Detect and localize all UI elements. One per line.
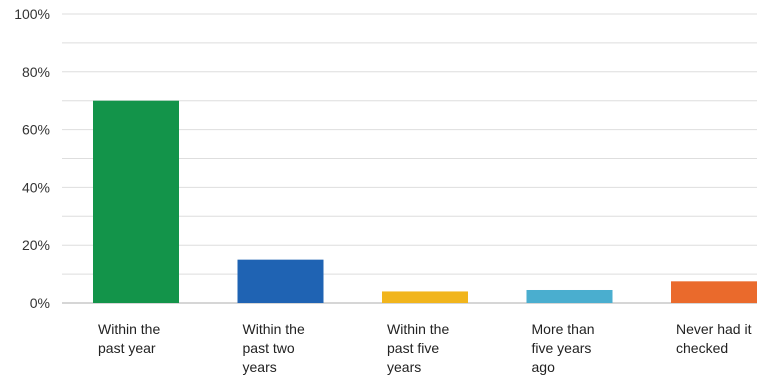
bar bbox=[237, 259, 324, 303]
category-labels: Within the past year Within the past two yea… bbox=[98, 321, 752, 375]
bar bbox=[382, 291, 468, 303]
y-tick-label: 80% bbox=[22, 64, 50, 80]
y-axis-tick-labels: 0% 20% 40% 60% 80% 100% bbox=[14, 6, 50, 311]
y-tick-label: 100% bbox=[14, 6, 50, 22]
bar bbox=[671, 281, 757, 303]
category-label: Within the past two years bbox=[243, 321, 305, 375]
bar bbox=[93, 100, 179, 303]
category-label: Within the past year bbox=[98, 321, 160, 356]
y-tick-label: 60% bbox=[22, 122, 50, 138]
y-tick-label: 40% bbox=[22, 179, 50, 195]
category-label: Within the past five years bbox=[387, 321, 449, 375]
bars bbox=[93, 100, 757, 303]
y-tick-label: 0% bbox=[30, 295, 50, 311]
bar bbox=[526, 289, 613, 303]
y-tick-label: 20% bbox=[22, 237, 50, 253]
category-label: More than five years ago bbox=[532, 321, 595, 375]
category-label: Never had it checked bbox=[676, 321, 752, 356]
